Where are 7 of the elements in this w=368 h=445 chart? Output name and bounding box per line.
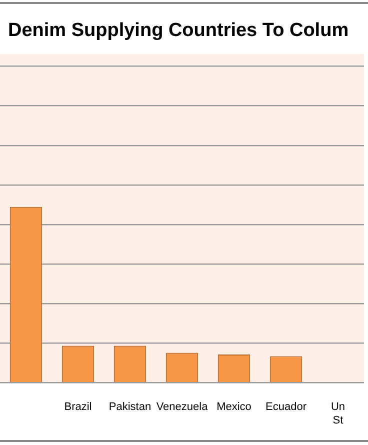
x-tick-label: Brazil [64,401,92,414]
x-tick-label: Un St [330,401,346,426]
x-tick-label: Ecuador [266,401,307,414]
x-tick-label: Pakistan [108,401,152,414]
x-tick-label: Mexico [216,401,252,414]
x-tick-label: Venezuela [156,401,209,414]
chart-title: Denim Supplying Countries To Colum [8,20,349,42]
